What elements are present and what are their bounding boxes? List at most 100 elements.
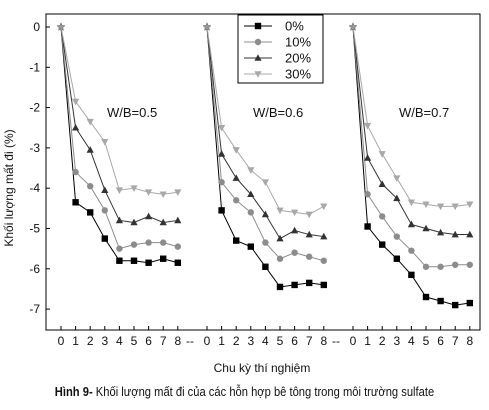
data-point [422, 263, 430, 270]
series-line [60, 26, 178, 264]
data-point [174, 216, 182, 224]
x-tick-label: 5 [277, 334, 284, 348]
data-point [261, 210, 269, 218]
data-point [145, 212, 153, 220]
data-point [261, 179, 269, 186]
plot-frame [45, 13, 481, 331]
y-tick-label: -5 [29, 222, 40, 236]
data-point [86, 146, 94, 153]
legend-entry: 20% [244, 51, 311, 66]
series-0pct [206, 26, 327, 291]
data-point [87, 182, 94, 190]
data-point [116, 257, 123, 264]
data-point [408, 247, 415, 254]
series-line [352, 26, 470, 306]
data-point [86, 118, 94, 126]
data-point [305, 211, 313, 219]
data-point [306, 253, 313, 260]
data-point [101, 139, 109, 146]
x-tick-label: 6 [291, 334, 298, 348]
panel-label: W/B=0.7 [399, 105, 449, 120]
data-point [422, 293, 430, 301]
panel-label: W/B=0.5 [107, 105, 157, 120]
data-point [72, 199, 79, 206]
data-point [247, 243, 254, 250]
data-point [130, 218, 138, 226]
data-point [218, 124, 226, 132]
x-tick-label: 1 [72, 334, 79, 348]
data-point [159, 218, 167, 226]
data-point [306, 279, 313, 287]
data-point [466, 261, 473, 268]
x-tick-label: 4 [262, 334, 269, 348]
data-point [379, 213, 386, 220]
y-tick-label: -3 [29, 141, 40, 155]
x-tick-label: 4 [116, 334, 123, 348]
data-point [407, 199, 415, 207]
x-tick-label: 6 [437, 334, 444, 348]
data-point [247, 167, 255, 174]
chart-panels: W/B=0.5 W/B=0.6 W/B=0.7 [56, 22, 474, 309]
data-point [437, 263, 444, 270]
data-point [160, 239, 167, 246]
x-tick-label: 3 [101, 334, 108, 348]
data-point [437, 297, 444, 305]
data-point [407, 220, 415, 228]
data-point [218, 207, 225, 214]
series-20pct [206, 26, 328, 242]
series-30pct [206, 26, 328, 219]
data-point [437, 228, 445, 236]
data-point [291, 209, 299, 217]
x-panel-separator: -- [186, 334, 194, 348]
data-point [364, 122, 372, 130]
data-point [276, 234, 284, 242]
series-20pct [60, 26, 182, 226]
series-20pct [352, 26, 474, 238]
figure-caption: Hình 9- Khối lượng mất đi của các hỗn hợ… [34, 384, 455, 399]
data-point [393, 233, 400, 240]
x-tick-label: 2 [379, 334, 386, 348]
x-tick-label: 0 [204, 334, 211, 348]
data-point [276, 283, 284, 291]
data-point [320, 257, 327, 264]
legend-label: 30% [285, 67, 311, 82]
data-point [452, 261, 459, 268]
series-10pct [206, 26, 327, 264]
data-point [378, 151, 386, 158]
series-10pct [352, 26, 473, 270]
origin-point [56, 22, 66, 31]
x-tick-label: 8 [320, 334, 327, 348]
x-tick-label: 8 [466, 334, 473, 348]
data-point [466, 299, 473, 307]
data-point [174, 189, 182, 197]
caption-prefix: Hình 9- [54, 384, 93, 399]
data-point [115, 187, 123, 195]
data-point [232, 147, 240, 154]
data-point [276, 255, 284, 262]
data-point [247, 209, 254, 216]
data-point [452, 301, 459, 309]
legend-label: 20% [285, 51, 311, 66]
x-tick-label: 7 [306, 334, 313, 348]
data-point [130, 257, 138, 264]
data-point [320, 203, 328, 211]
legend-entry: 10% [244, 35, 311, 50]
x-tick-label: 7 [452, 334, 459, 348]
data-point [218, 150, 226, 157]
x-tick-label: 3 [393, 334, 400, 348]
x-tick-label: 5 [423, 334, 430, 348]
data-point [393, 194, 401, 202]
y-tick-label: -2 [29, 101, 40, 115]
data-point [130, 185, 138, 192]
data-point [422, 224, 430, 232]
data-point [72, 98, 80, 106]
data-point [320, 232, 328, 240]
data-point [233, 197, 240, 204]
data-point [159, 191, 167, 199]
data-point [72, 123, 80, 131]
data-point [364, 223, 371, 230]
series-0pct [60, 26, 181, 266]
x-tick-label: 0 [58, 334, 65, 348]
data-point [422, 201, 430, 209]
origin-point [348, 22, 358, 31]
